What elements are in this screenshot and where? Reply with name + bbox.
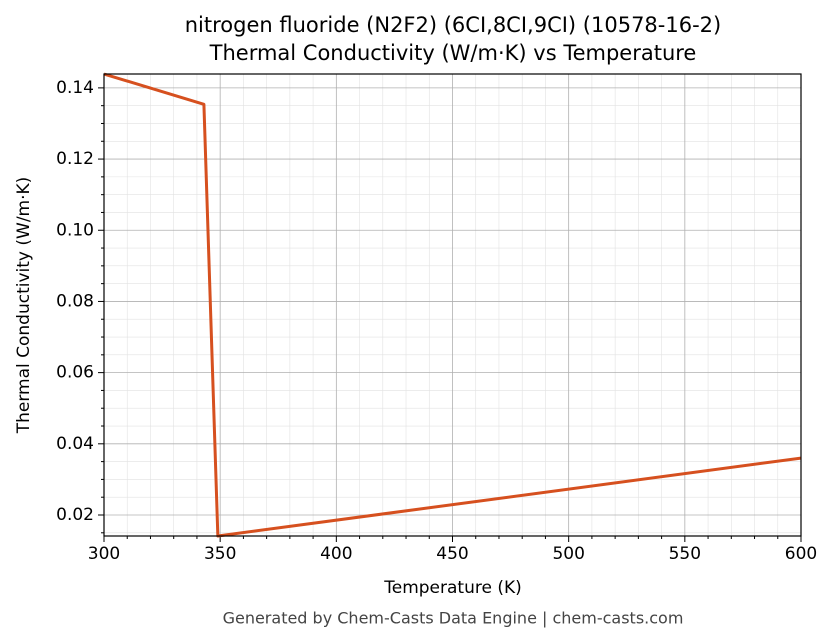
chart-title: nitrogen fluoride (N2F2) (6CI,8CI,9CI) (… [185,13,721,37]
y-tick-label: 0.08 [56,291,94,311]
x-axis-label: Temperature (K) [383,578,522,598]
x-tick-label: 300 [88,544,120,564]
y-tick-label: 0.04 [56,434,94,454]
x-tick-label: 400 [320,544,352,564]
chart-subtitle: Thermal Conductivity (W/m·K) vs Temperat… [209,41,697,65]
y-axis-label: Thermal Conductivity (W/m·K) [14,177,34,435]
y-tick-label: 0.02 [56,505,94,525]
data-line [104,72,801,538]
x-tick-label: 450 [436,544,468,564]
y-tick-label: 0.14 [56,78,94,98]
y-tick-label: 0.10 [56,220,94,240]
plot-frame [103,73,802,537]
x-tick-label: 500 [552,544,584,564]
y-tick-label: 0.12 [56,149,94,169]
x-tick-label: 350 [204,544,236,564]
x-tick-label: 550 [669,544,701,564]
y-tick-label: 0.06 [56,363,94,383]
x-tick-label: 600 [785,544,817,564]
footer: Generated by Chem-Casts Data Engine | ch… [223,609,684,628]
